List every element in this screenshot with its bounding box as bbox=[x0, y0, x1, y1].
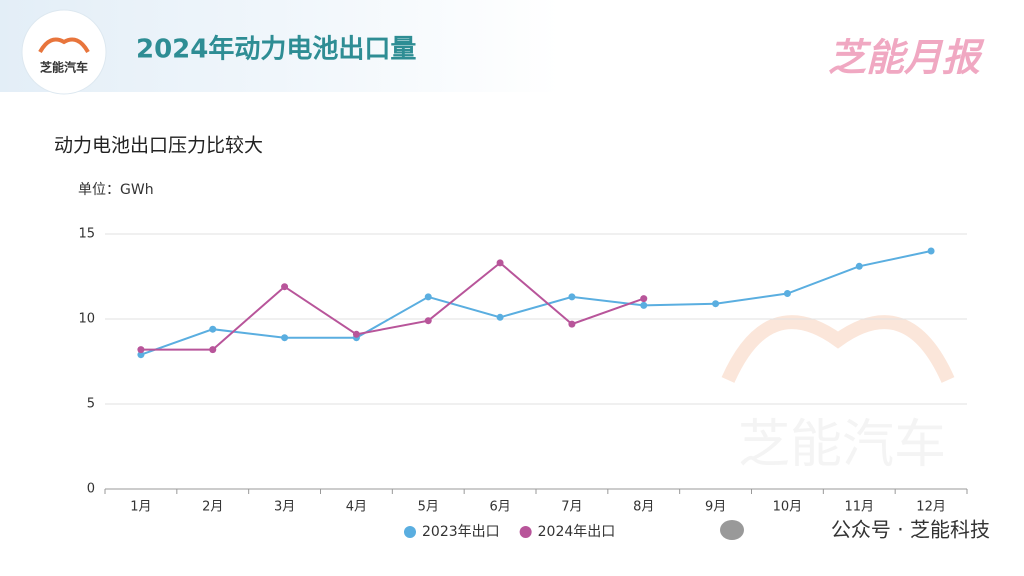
x-tick-label: 9月 bbox=[705, 500, 726, 515]
x-tick-label: 12月 bbox=[916, 500, 946, 515]
legend-label: 2023年出口 bbox=[422, 524, 500, 540]
point bbox=[352, 330, 360, 338]
y-tick-label: 10 bbox=[78, 312, 95, 327]
point bbox=[209, 346, 217, 354]
y-tick-label: 0 bbox=[87, 482, 95, 497]
x-tick-label: 1月 bbox=[130, 500, 151, 515]
point bbox=[281, 283, 289, 291]
page-title: 2024年动力电池出口量 bbox=[136, 34, 416, 65]
series-line bbox=[140, 250, 932, 356]
x-tick-label: 6月 bbox=[489, 500, 510, 515]
y-tick-label: 5 bbox=[87, 397, 95, 412]
logo-text: 芝能汽车 bbox=[40, 60, 88, 75]
x-tick-label: 3月 bbox=[274, 500, 295, 515]
legend-swatch bbox=[519, 526, 532, 538]
point bbox=[424, 293, 432, 301]
footer-credit: 公众号 · 芝能科技 bbox=[831, 518, 990, 542]
point bbox=[209, 325, 217, 333]
watermark: 芝能汽车 bbox=[738, 415, 946, 475]
point bbox=[568, 320, 576, 328]
point bbox=[137, 351, 145, 359]
point bbox=[496, 313, 504, 321]
logo-badge bbox=[21, 9, 107, 95]
chart-title: 动力电池出口压力比较大 bbox=[54, 135, 263, 157]
point bbox=[640, 301, 648, 309]
y-unit: 单位：GWh bbox=[78, 182, 154, 198]
logo-icon bbox=[38, 37, 90, 54]
point bbox=[568, 293, 576, 301]
x-tick-label: 4月 bbox=[346, 500, 367, 515]
point bbox=[712, 300, 720, 308]
x-tick-label: 5月 bbox=[418, 500, 439, 515]
legend-swatch bbox=[404, 526, 416, 538]
point bbox=[281, 334, 289, 342]
point bbox=[855, 262, 863, 270]
x-tick-label: 7月 bbox=[561, 500, 582, 515]
series-line bbox=[140, 261, 645, 351]
point bbox=[496, 259, 504, 267]
point bbox=[640, 295, 648, 303]
y-tick-label: 15 bbox=[78, 227, 95, 242]
brand: 芝能月报 bbox=[828, 36, 985, 80]
x-tick-label: 10月 bbox=[773, 500, 803, 515]
watermark-icon bbox=[721, 315, 955, 383]
point bbox=[927, 247, 935, 255]
x-tick-label: 2月 bbox=[202, 500, 223, 515]
point bbox=[424, 317, 432, 325]
point bbox=[783, 290, 791, 297]
point bbox=[137, 346, 145, 354]
wechat-icon bbox=[720, 520, 744, 540]
x-tick-label: 11月 bbox=[844, 500, 874, 515]
legend-label: 2024年出口 bbox=[538, 524, 616, 540]
x-tick-label: 8月 bbox=[633, 500, 654, 515]
